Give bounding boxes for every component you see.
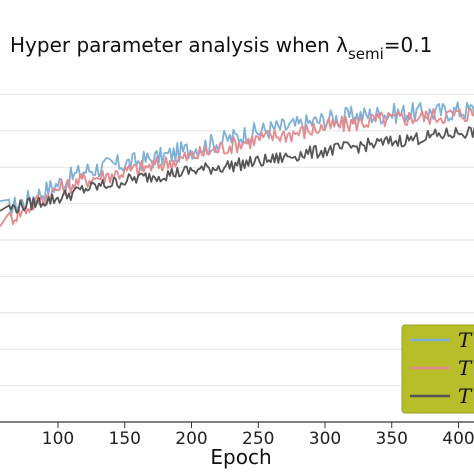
series-line-3 [0,126,474,214]
legend: TTT [401,324,474,414]
series-line-2 [0,108,474,228]
legend-label-2: T [458,356,473,380]
x-tick-label: 250 [242,429,274,449]
chart-title-main: Hyper parameter analysis when λ [10,33,348,57]
x-axis-ticks: 100 150 200 250 300 350 400 [42,422,474,449]
x-tick-label: 100 [42,429,74,449]
chart-title-suffix: =0.1 [384,33,433,57]
x-tick-label: 150 [109,429,141,449]
chart-title: Hyper parameter analysis when λsemi=0.1 [10,33,432,63]
x-tick-label: 300 [309,429,341,449]
series-layer [0,101,474,228]
chart-title-subscript: semi [348,45,384,63]
plot-area [0,101,474,228]
x-tick-label: 200 [175,429,207,449]
legend-label-1: T [458,328,473,352]
x-tick-label: 350 [376,429,408,449]
x-axis-label: Epoch [210,445,271,469]
x-tick-label: 400 [442,429,474,449]
legend-label-3: T [458,384,473,408]
